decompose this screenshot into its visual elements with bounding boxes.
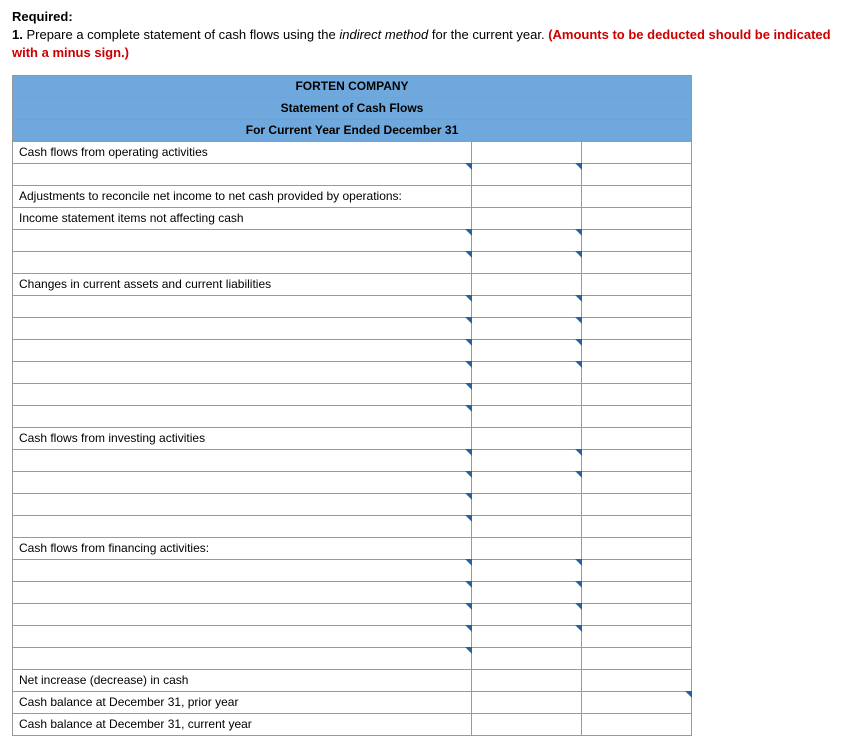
amount-cell xyxy=(582,339,692,361)
amount-cell xyxy=(582,141,692,163)
amount-cell xyxy=(582,471,692,493)
amount-cell xyxy=(472,383,582,405)
line-item-select[interactable] xyxy=(13,603,472,625)
line-item-select[interactable] xyxy=(13,163,472,185)
amount-cell xyxy=(582,581,692,603)
amount-cell xyxy=(472,273,582,295)
amount-input[interactable] xyxy=(472,559,582,581)
amount-cell xyxy=(472,405,582,427)
line-item-select[interactable] xyxy=(13,449,472,471)
amount-cell xyxy=(582,713,692,735)
company-name: FORTEN COMPANY xyxy=(13,75,692,97)
instructions: Required: 1. Prepare a complete statemen… xyxy=(12,8,844,63)
amount-cell xyxy=(582,405,692,427)
line-item-select[interactable] xyxy=(13,405,472,427)
amount-cell xyxy=(582,251,692,273)
line-item-select[interactable] xyxy=(13,625,472,647)
amount-cell xyxy=(582,163,692,185)
financing-header: Cash flows from financing activities: xyxy=(13,537,472,559)
prior-balance-label: Cash balance at December 31, prior year xyxy=(13,691,472,713)
line-item-select[interactable] xyxy=(13,647,472,669)
amount-cell xyxy=(472,537,582,559)
amount-input[interactable] xyxy=(472,471,582,493)
amount-cell xyxy=(582,603,692,625)
amount-cell xyxy=(582,515,692,537)
net-change-label: Net increase (decrease) in cash xyxy=(13,669,472,691)
amount-cell xyxy=(472,691,582,713)
amount-cell xyxy=(582,361,692,383)
line-item-select[interactable] xyxy=(13,383,472,405)
current-balance-label: Cash balance at December 31, current yea… xyxy=(13,713,472,735)
amount-cell xyxy=(582,493,692,515)
amount-cell xyxy=(582,427,692,449)
amount-cell xyxy=(582,317,692,339)
statement-title: Statement of Cash Flows xyxy=(13,97,692,119)
operating-header: Cash flows from operating activities xyxy=(13,141,472,163)
line-item-select[interactable] xyxy=(13,339,472,361)
investing-header: Cash flows from investing activities xyxy=(13,427,472,449)
amount-cell xyxy=(582,669,692,691)
amount-cell xyxy=(582,537,692,559)
statement-period: For Current Year Ended December 31 xyxy=(13,119,692,141)
changes-header: Changes in current assets and current li… xyxy=(13,273,472,295)
amount-cell xyxy=(582,647,692,669)
amount-input[interactable] xyxy=(472,361,582,383)
amount-cell xyxy=(472,713,582,735)
amount-input[interactable] xyxy=(472,625,582,647)
amount-cell xyxy=(472,427,582,449)
amount-cell xyxy=(582,625,692,647)
amount-cell xyxy=(582,229,692,251)
noncash-header: Income statement items not affecting cas… xyxy=(13,207,472,229)
instruction-italic: indirect method xyxy=(339,27,428,42)
line-item-select[interactable] xyxy=(13,229,472,251)
amount-input[interactable] xyxy=(472,163,582,185)
amount-input[interactable] xyxy=(472,339,582,361)
amount-input[interactable] xyxy=(472,603,582,625)
amount-cell xyxy=(472,207,582,229)
amount-cell xyxy=(472,515,582,537)
amount-cell xyxy=(582,559,692,581)
item-number: 1. xyxy=(12,27,23,42)
line-item-select[interactable] xyxy=(13,295,472,317)
line-item-select[interactable] xyxy=(13,251,472,273)
amount-input[interactable] xyxy=(472,229,582,251)
cashflow-table: FORTEN COMPANY Statement of Cash Flows F… xyxy=(12,75,692,736)
amount-cell xyxy=(472,493,582,515)
required-label: Required: xyxy=(12,9,73,24)
amount-input[interactable] xyxy=(472,581,582,603)
amount-cell xyxy=(582,273,692,295)
amount-input[interactable] xyxy=(472,449,582,471)
line-item-select[interactable] xyxy=(13,493,472,515)
line-item-select[interactable] xyxy=(13,471,472,493)
amount-cell xyxy=(472,185,582,207)
amount-cell xyxy=(472,647,582,669)
line-item-select[interactable] xyxy=(13,559,472,581)
amount-cell xyxy=(582,383,692,405)
amount-input[interactable] xyxy=(472,317,582,339)
line-item-select[interactable] xyxy=(13,317,472,339)
amount-input[interactable] xyxy=(472,251,582,273)
amount-input[interactable] xyxy=(472,295,582,317)
amount-cell xyxy=(582,185,692,207)
instruction-text-after: for the current year. xyxy=(428,27,548,42)
amount-cell xyxy=(582,207,692,229)
amount-cell xyxy=(472,141,582,163)
line-item-select[interactable] xyxy=(13,515,472,537)
line-item-select[interactable] xyxy=(13,581,472,603)
amount-cell xyxy=(472,669,582,691)
amount-cell xyxy=(582,449,692,471)
amount-cell xyxy=(582,295,692,317)
instruction-text-before: Prepare a complete statement of cash flo… xyxy=(26,27,339,42)
amount-input[interactable] xyxy=(582,691,692,713)
adjustments-header: Adjustments to reconcile net income to n… xyxy=(13,185,472,207)
line-item-select[interactable] xyxy=(13,361,472,383)
